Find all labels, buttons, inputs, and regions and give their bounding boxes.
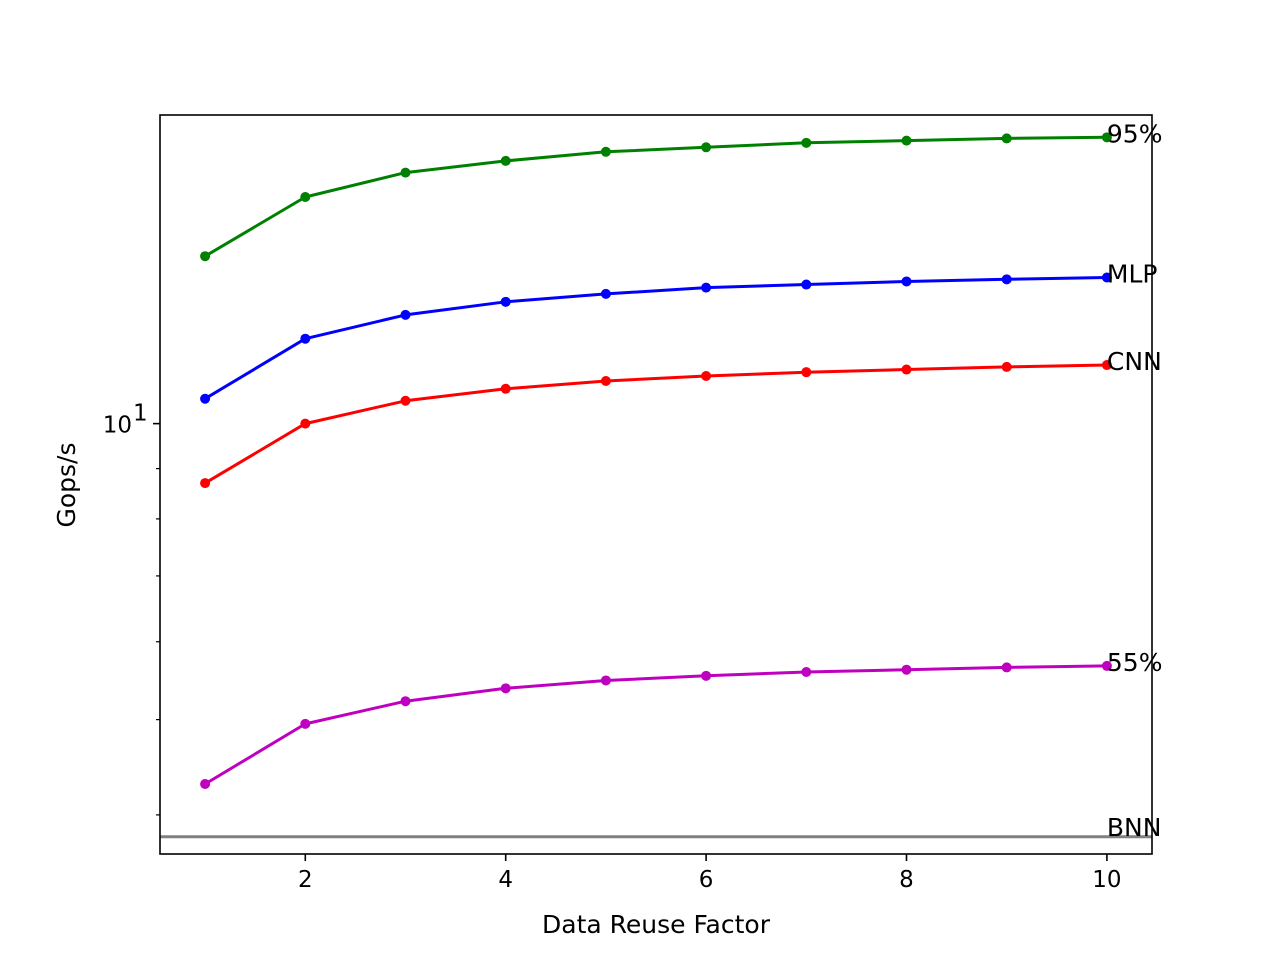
series-end-label: BNN	[1107, 813, 1162, 842]
data-point	[1101, 272, 1112, 283]
data-point	[500, 296, 511, 307]
series-end-labels: 95% MLP CNN 55% BNN	[1107, 119, 1163, 841]
data-point	[200, 478, 211, 489]
x-tick-label: 10	[1092, 867, 1121, 893]
data-point	[701, 282, 712, 293]
data-point	[600, 675, 611, 686]
data-point	[200, 393, 211, 404]
data-point	[300, 192, 311, 203]
series-end-label: 55%	[1107, 648, 1163, 677]
series-line	[204, 276, 1107, 400]
data-point	[300, 418, 311, 429]
series-end-label: 95%	[1107, 119, 1163, 148]
series-line	[204, 664, 1107, 786]
series-2	[200, 360, 1112, 489]
data-point	[1101, 660, 1112, 671]
data-point	[901, 364, 912, 375]
y-axis-ticks: 10 1	[103, 401, 160, 816]
series-layer	[160, 132, 1152, 839]
data-point	[701, 142, 712, 153]
series-0	[200, 132, 1112, 262]
data-point	[200, 251, 211, 262]
data-point	[200, 779, 211, 790]
series-end-label: CNN	[1107, 347, 1162, 376]
x-axis-ticks: 2 4 6 8 10	[298, 854, 1122, 893]
data-point	[901, 276, 912, 287]
data-point	[400, 395, 411, 406]
data-point	[701, 370, 712, 381]
y-axis-label: Gops/s	[52, 442, 81, 527]
data-point	[1101, 132, 1112, 143]
data-point	[400, 309, 411, 320]
data-point	[400, 696, 411, 707]
y-tick-label: 10	[103, 413, 132, 439]
data-point	[600, 288, 611, 299]
data-point	[300, 718, 311, 729]
data-point	[801, 367, 812, 378]
data-point	[901, 135, 912, 146]
series-line	[204, 363, 1107, 485]
data-point	[1001, 133, 1012, 144]
data-point	[801, 666, 812, 677]
data-point	[1001, 662, 1012, 673]
data-point	[500, 155, 511, 166]
data-point	[701, 670, 712, 681]
x-axis-label: Data Reuse Factor	[542, 910, 771, 939]
x-tick-label: 2	[298, 867, 313, 893]
data-point	[1101, 360, 1112, 371]
series-3	[200, 660, 1112, 790]
data-point	[801, 137, 812, 148]
series-1	[200, 272, 1112, 404]
series-end-label: MLP	[1107, 259, 1158, 288]
data-point	[300, 333, 311, 344]
data-point	[600, 375, 611, 386]
data-point	[801, 279, 812, 290]
series-line	[204, 135, 1107, 258]
x-tick-label: 6	[699, 867, 714, 893]
y-tick-exponent: 1	[133, 401, 148, 427]
x-tick-label: 4	[498, 867, 513, 893]
data-point	[500, 683, 511, 694]
plot-frame	[159, 114, 1153, 855]
data-point	[400, 167, 411, 178]
data-point	[500, 383, 511, 394]
data-point	[1001, 274, 1012, 285]
data-point	[1001, 361, 1012, 372]
data-point	[901, 664, 912, 675]
data-point	[600, 146, 611, 157]
x-tick-label: 8	[899, 867, 914, 893]
